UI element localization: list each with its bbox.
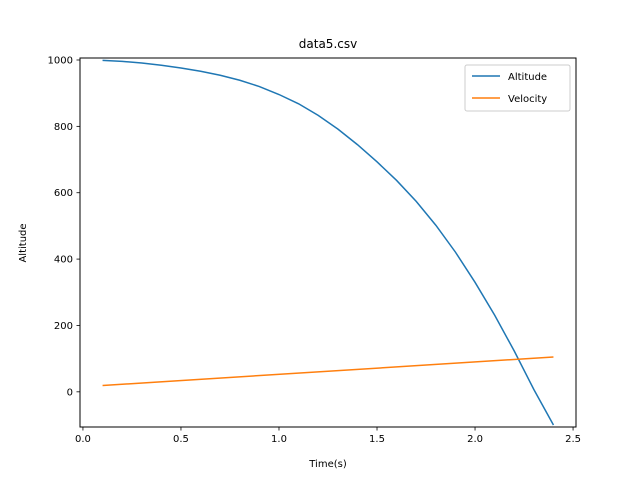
x-tick-label: 1.0 bbox=[271, 434, 287, 445]
y-tick-label: 0 bbox=[67, 387, 73, 398]
y-axis: 0 200 400 600 800 1000 bbox=[48, 55, 80, 398]
plot-layer bbox=[102, 59, 555, 426]
x-axis: 0.0 0.5 1.0 1.5 2.0 2.5 bbox=[75, 427, 581, 445]
legend-label-velocity: Velocity bbox=[508, 94, 547, 105]
x-tick-label: 0.5 bbox=[173, 434, 189, 445]
y-tick-label: 400 bbox=[54, 255, 73, 266]
x-tick-label: 0.0 bbox=[75, 434, 91, 445]
series-line-velocity bbox=[102, 356, 554, 387]
y-axis-label: Altitude bbox=[18, 223, 29, 262]
y-tick-label: 800 bbox=[54, 122, 73, 133]
chart-title: data5.csv bbox=[299, 37, 357, 51]
plot-frame bbox=[79, 57, 577, 428]
y-tick-label: 600 bbox=[54, 188, 73, 199]
y-tick-label: 200 bbox=[54, 321, 73, 332]
x-axis-label: Time(s) bbox=[308, 459, 347, 470]
y-tick-label: 1000 bbox=[48, 55, 73, 66]
x-tick-label: 1.5 bbox=[369, 434, 385, 445]
x-tick-label: 2.0 bbox=[467, 434, 483, 445]
series-line-altitude bbox=[102, 59, 555, 426]
x-tick-label: 2.5 bbox=[565, 434, 581, 445]
legend-label-altitude: Altitude bbox=[508, 72, 547, 83]
legend: Altitude Velocity bbox=[464, 64, 571, 112]
